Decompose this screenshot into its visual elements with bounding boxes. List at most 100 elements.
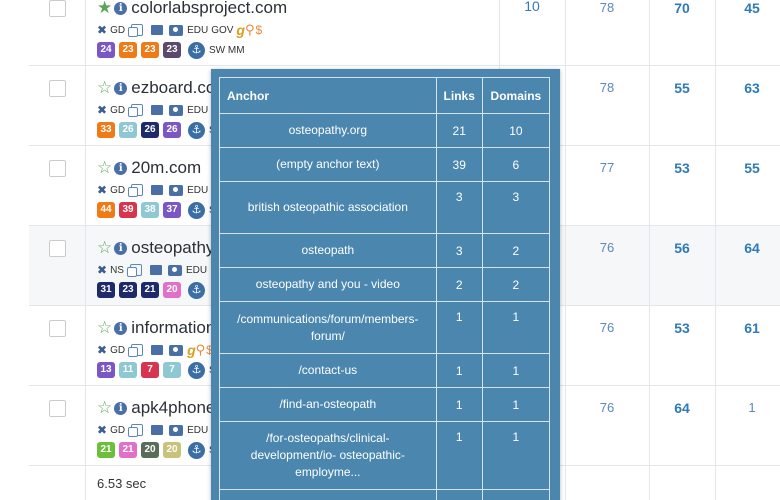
info-icon[interactable]: i xyxy=(114,81,128,95)
metric-value[interactable]: 64 xyxy=(744,240,760,256)
copy-icon[interactable] xyxy=(128,344,144,357)
screenshot-icon[interactable] xyxy=(169,344,184,356)
search-icon[interactable]: ⚲ xyxy=(195,342,206,357)
metric-badge: 23 xyxy=(163,42,181,58)
dollar-icon[interactable]: $ xyxy=(206,343,213,357)
star-icon[interactable]: ☆ xyxy=(97,238,113,257)
metric-value[interactable]: 76 xyxy=(599,400,615,415)
anchor-text: /find-an-osteopath xyxy=(219,387,437,422)
metric-value[interactable]: 10 xyxy=(524,0,540,14)
row-checkbox[interactable] xyxy=(49,320,66,337)
anchor-icon[interactable]: ⚓ xyxy=(188,121,205,139)
row-checkbox[interactable] xyxy=(49,80,66,97)
metric-value[interactable]: 61 xyxy=(744,320,760,336)
anchor-icon[interactable]: ⚓ xyxy=(188,41,205,59)
row-checkbox[interactable] xyxy=(49,240,66,257)
copy-icon[interactable] xyxy=(126,264,142,277)
metric-value[interactable]: 53 xyxy=(674,160,690,176)
metric-badge: 39 xyxy=(119,202,137,218)
site-tools-line: ✖ NS EDU xyxy=(97,261,242,279)
metric-value[interactable]: 55 xyxy=(674,80,690,96)
dollar-icon[interactable]: $ xyxy=(255,23,263,37)
archive-icon[interactable] xyxy=(151,25,164,35)
metric-value[interactable]: 64 xyxy=(674,400,690,416)
search-icon[interactable]: ⚲ xyxy=(244,22,255,37)
metric-value[interactable]: 55 xyxy=(744,160,760,176)
column-divider xyxy=(499,0,500,65)
screenshot-icon[interactable] xyxy=(169,424,184,436)
metric-badge: 7 xyxy=(163,362,181,378)
table-row: ★ i colorlabsproject.com ✖ GD EDU GOV g ⚲ $24 23 23… xyxy=(29,0,780,66)
star-icon[interactable]: ☆ xyxy=(97,78,113,97)
metric-badge: 26 xyxy=(119,122,137,138)
remove-icon[interactable]: ✖ xyxy=(97,103,108,117)
anchor-domains-count: 1 xyxy=(481,489,551,500)
domain-link[interactable]: 20m.com xyxy=(131,158,202,177)
screenshot-icon[interactable] xyxy=(169,184,184,196)
metric-value[interactable]: 78 xyxy=(599,80,615,95)
screenshot-icon[interactable] xyxy=(169,24,184,36)
anchor-icon[interactable]: ⚓ xyxy=(188,361,205,379)
anchor-column-header: Anchor xyxy=(219,77,437,114)
star-icon[interactable]: ☆ xyxy=(97,318,113,337)
metric-value[interactable]: 70 xyxy=(674,0,690,16)
archive-icon[interactable] xyxy=(151,425,164,435)
info-icon[interactable]: i xyxy=(114,321,128,335)
google-icon[interactable]: g xyxy=(236,22,245,38)
metric-badge: 24 xyxy=(97,42,115,58)
anchor-icon[interactable]: ⚓ xyxy=(188,441,205,459)
row-checkbox[interactable] xyxy=(49,400,66,417)
copy-icon[interactable] xyxy=(128,24,144,37)
copy-icon[interactable] xyxy=(128,104,144,117)
site-tools-line: ✖ GD g ⚲ $ xyxy=(97,341,292,359)
archive-icon[interactable] xyxy=(151,345,164,355)
archive-icon[interactable] xyxy=(149,265,162,275)
archive-icon[interactable] xyxy=(151,185,164,195)
info-icon[interactable]: i xyxy=(114,161,128,175)
copy-icon[interactable] xyxy=(128,184,144,197)
remove-icon[interactable]: ✖ xyxy=(97,343,108,357)
screenshot-icon[interactable] xyxy=(167,264,182,276)
metric-value[interactable]: 53 xyxy=(674,320,690,336)
metrics-line: 24 23 23 23 ⚓ SW MM xyxy=(97,41,287,59)
info-icon[interactable]: i xyxy=(114,401,128,415)
metric-value[interactable]: 78 xyxy=(599,0,615,15)
anchor-links-count: 1 xyxy=(435,387,483,422)
anchor-icon[interactable]: ⚓ xyxy=(188,201,205,219)
star-icon[interactable]: ★ xyxy=(97,0,113,17)
metric-value[interactable]: 1 xyxy=(748,400,756,415)
remove-icon[interactable]: ✖ xyxy=(97,423,108,437)
metric-value[interactable]: 76 xyxy=(599,240,615,255)
status-tag: GD xyxy=(110,104,126,116)
anchor-domains-count: 10 xyxy=(481,113,551,148)
column-divider xyxy=(715,0,716,65)
remove-icon[interactable]: ✖ xyxy=(97,183,108,197)
info-icon[interactable]: i xyxy=(114,241,128,255)
column-divider xyxy=(565,0,566,65)
domain-link[interactable]: ezboard.com xyxy=(131,78,230,97)
column-divider xyxy=(715,386,716,465)
metric-value[interactable]: 77 xyxy=(599,160,615,175)
screenshot-icon[interactable] xyxy=(169,104,184,116)
query-time: 6.53 sec xyxy=(97,476,147,491)
google-icon[interactable]: g xyxy=(187,342,196,358)
metric-value[interactable]: 63 xyxy=(744,80,760,96)
remove-icon[interactable]: ✖ xyxy=(97,23,108,37)
remove-icon[interactable]: ✖ xyxy=(97,263,108,277)
row-checkbox[interactable] xyxy=(49,160,66,177)
metric-value[interactable]: 56 xyxy=(674,240,690,256)
domains-column-header: Domains xyxy=(481,77,551,114)
archive-icon[interactable] xyxy=(151,105,164,115)
metric-value[interactable]: 45 xyxy=(744,0,760,16)
info-icon[interactable]: i xyxy=(114,1,128,15)
star-icon[interactable]: ☆ xyxy=(97,398,113,417)
row-checkbox[interactable] xyxy=(49,0,66,17)
star-icon[interactable]: ☆ xyxy=(97,158,113,177)
domain-link[interactable]: colorlabsproject.com xyxy=(131,0,288,17)
column-divider xyxy=(649,306,650,385)
tld-tag: EDU xyxy=(185,264,208,276)
copy-icon[interactable] xyxy=(128,424,144,437)
metric-value[interactable]: 76 xyxy=(599,320,615,335)
anchor-icon[interactable]: ⚓ xyxy=(188,281,205,299)
